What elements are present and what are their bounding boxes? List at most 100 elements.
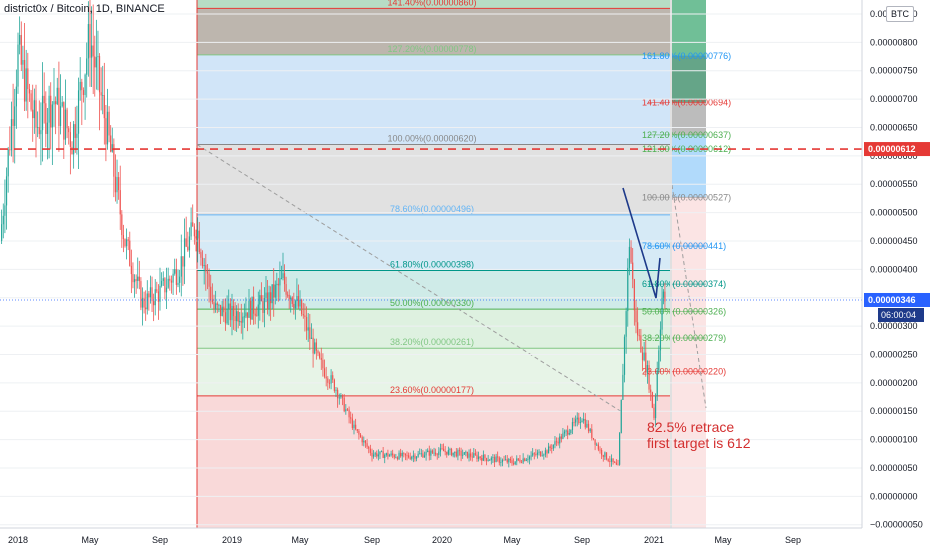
candle-body <box>274 284 276 298</box>
candle-body <box>273 284 275 298</box>
candle-body <box>301 299 303 315</box>
candle-body <box>516 458 518 462</box>
candle-body <box>203 265 205 267</box>
candle-body <box>627 267 629 312</box>
candle-body <box>23 60 26 102</box>
candle-body <box>602 455 604 457</box>
candle-body <box>522 458 524 463</box>
candle-body <box>169 278 171 281</box>
candle-body <box>398 452 400 460</box>
candle-body <box>17 44 19 87</box>
candle-body <box>232 305 235 317</box>
candle-body <box>594 439 596 445</box>
candle-body <box>388 455 391 457</box>
fib-level-label: 141.40%(0.00000860) <box>387 0 476 7</box>
blue-trend-line <box>622 187 661 299</box>
candle-body <box>291 297 293 304</box>
candle-body <box>51 104 53 128</box>
candle-body <box>419 453 421 455</box>
candle-body <box>254 313 256 316</box>
candle-body <box>129 240 131 266</box>
candle-body <box>148 293 150 298</box>
candle-body <box>476 454 478 460</box>
candle-body <box>153 301 155 306</box>
y-tick-label: 0.00000700 <box>870 94 918 104</box>
candle-body <box>59 106 62 126</box>
candle-body <box>239 321 241 323</box>
candle-body <box>387 453 389 457</box>
candle-body <box>620 399 622 434</box>
candle-body <box>543 454 545 456</box>
candle-body <box>110 135 112 152</box>
candle-body <box>487 460 489 461</box>
candle-body <box>409 457 411 459</box>
candle-body <box>477 456 480 460</box>
candle-body <box>366 443 368 447</box>
candle-body <box>345 409 347 412</box>
candle-body <box>157 291 160 302</box>
candle-body <box>242 316 244 323</box>
candle-body <box>249 300 252 320</box>
candle-body <box>9 149 11 151</box>
candle-body <box>396 457 399 460</box>
fib-level-label: 50.00%(0.00000330) <box>390 298 474 308</box>
candle-body <box>519 459 521 462</box>
candle-body <box>563 431 566 434</box>
candle-body <box>103 95 105 119</box>
candle-body <box>528 456 531 460</box>
candle-body <box>368 446 370 449</box>
candle-body <box>457 450 459 457</box>
fib-zone <box>197 395 670 528</box>
candle-body <box>596 444 598 446</box>
candle-body <box>431 450 434 453</box>
candle-body <box>446 451 448 455</box>
candle-body <box>417 453 419 457</box>
candle-body <box>98 56 101 93</box>
candle-body <box>400 452 402 457</box>
y-tick-label: 0.00000550 <box>870 179 918 189</box>
candle-body <box>601 449 603 456</box>
candle-body <box>554 441 556 445</box>
candle-body <box>610 458 613 462</box>
currency-label[interactable]: BTC <box>886 6 914 22</box>
candle-body <box>578 417 580 423</box>
candle-body <box>45 103 47 134</box>
candle-body <box>555 441 558 443</box>
x-tick-label: May <box>714 535 732 545</box>
fib-level-label: 127.20%(0.00000778) <box>387 44 476 54</box>
candle-body <box>527 459 529 461</box>
candle-body <box>206 271 209 274</box>
fib-recent-label: 61.80%(0.00000374) <box>642 279 726 289</box>
candle-body <box>571 422 574 431</box>
candle-body <box>177 282 179 285</box>
candle-body <box>438 451 440 455</box>
candle-body <box>234 316 236 321</box>
candle-body <box>56 87 58 105</box>
candle-body <box>630 246 632 263</box>
fib-recent-zone <box>672 0 706 56</box>
candle-body <box>127 239 129 241</box>
symbol-title: district0x / Bitcoin, 1D, BINANCE <box>4 3 165 15</box>
candle-body <box>412 455 414 457</box>
candle-body <box>100 92 102 96</box>
candle-body <box>172 273 174 283</box>
candle-body <box>102 95 104 96</box>
candle-body <box>149 287 152 298</box>
candle-body <box>584 418 586 428</box>
candle-body <box>270 292 272 304</box>
candle-body <box>282 273 284 278</box>
candle-body <box>351 418 353 429</box>
candle-body <box>221 306 223 316</box>
candle-body <box>401 452 403 457</box>
candle-body <box>511 460 513 464</box>
candle-body <box>617 464 619 466</box>
candle-body <box>643 352 645 361</box>
candle-body <box>395 457 397 459</box>
candle-body <box>7 149 9 177</box>
candle-body <box>266 292 269 309</box>
candle-body <box>105 118 107 145</box>
y-tick-label: 0.00000400 <box>870 264 918 274</box>
candle-body <box>124 239 126 247</box>
